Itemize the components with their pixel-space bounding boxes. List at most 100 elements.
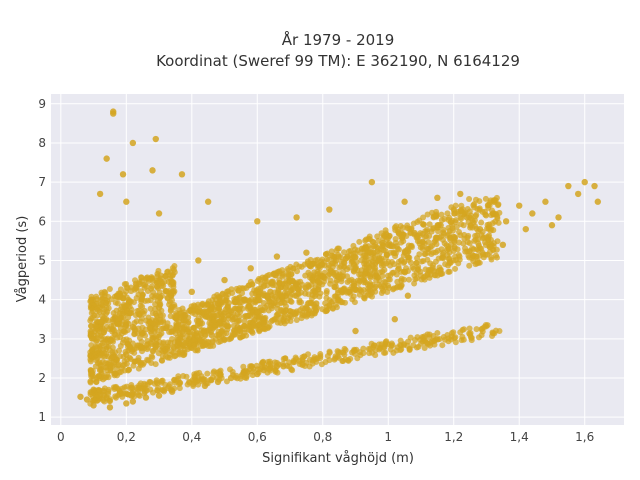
data-point-fill: [123, 280, 130, 287]
data-point-fill: [393, 271, 400, 278]
data-point-fill: [424, 226, 431, 233]
data-point-fill: [306, 271, 313, 278]
data-point-fill: [148, 283, 155, 290]
data-point-fill: [208, 321, 215, 328]
data-point-fill: [405, 254, 412, 261]
data-point-fill: [171, 302, 178, 309]
data-point-fill: [432, 258, 439, 265]
data-point-fill: [139, 361, 146, 368]
data-point-fill: [378, 230, 385, 237]
data-point-fill: [352, 254, 359, 261]
data-point-fill: [231, 314, 238, 321]
y-tick-label: 5: [38, 253, 46, 267]
data-point-fill: [387, 346, 394, 353]
data-point-fill: [223, 323, 230, 330]
data-point: [106, 404, 114, 411]
data-point: [149, 167, 156, 174]
data-point-fill: [107, 367, 114, 374]
data-point-fill: [155, 280, 162, 287]
data-point-fill: [294, 285, 301, 292]
data-point-fill: [103, 364, 110, 371]
data-point-fill: [274, 301, 281, 308]
data-point-fill: [455, 260, 462, 267]
data-point-fill: [93, 337, 100, 344]
data-point: [110, 316, 117, 323]
data-point-fill: [262, 304, 269, 311]
data-point: [123, 198, 130, 205]
data-point-fill: [478, 219, 485, 226]
data-point-fill: [222, 306, 229, 313]
data-point-fill: [113, 307, 120, 314]
data-point-fill: [94, 312, 101, 319]
data-point-fill: [169, 278, 176, 285]
data-point-fill: [299, 281, 306, 288]
data-point-fill: [161, 386, 168, 393]
data-point-fill: [397, 284, 404, 291]
data-point-fill: [382, 279, 389, 286]
data-point-fill: [420, 214, 427, 221]
data-point: [123, 400, 130, 407]
data-point-fill: [92, 363, 99, 370]
data-point-fill: [138, 344, 145, 351]
data-point-fill: [158, 325, 165, 332]
data-point-fill: [136, 310, 143, 317]
data-point-fill: [316, 265, 323, 272]
data-point: [529, 210, 536, 217]
data-point-fill: [426, 221, 433, 228]
data-point-fill: [475, 259, 482, 266]
data-point-fill: [236, 294, 243, 301]
data-point: [267, 288, 274, 296]
data-point-fill: [272, 272, 279, 279]
data-point-fill: [221, 336, 228, 343]
data-point: [463, 214, 471, 221]
chart-title-line-2: Koordinat (Sweref 99 TM): E 362190, N 61…: [156, 52, 520, 70]
data-point: [155, 392, 163, 399]
data-point-fill: [370, 249, 377, 256]
data-point-fill: [223, 378, 230, 385]
data-point-fill: [348, 259, 355, 266]
data-point-fill: [486, 202, 493, 209]
data-point-fill: [133, 318, 140, 325]
data-point: [555, 214, 562, 221]
data-point-fill: [332, 301, 339, 308]
data-point: [129, 398, 137, 405]
data-point-fill: [116, 361, 123, 368]
data-point-fill: [123, 302, 130, 309]
data-point-fill: [493, 246, 500, 253]
data-point-fill: [293, 317, 300, 324]
data-point-fill: [479, 325, 486, 332]
data-point-fill: [248, 296, 255, 303]
data-point-fill: [127, 356, 134, 363]
data-point-fill: [281, 311, 288, 318]
data-point-fill: [153, 343, 160, 350]
data-point-fill: [285, 273, 292, 280]
data-point: [457, 190, 464, 198]
data-point: [96, 366, 104, 374]
data-point: [476, 225, 484, 233]
data-point-fill: [189, 309, 196, 316]
data-point-fill: [206, 306, 213, 313]
data-point: [254, 218, 261, 225]
data-point-fill: [134, 330, 141, 337]
data-point-fill: [276, 279, 283, 286]
y-tick-label: 8: [38, 136, 46, 150]
data-point-fill: [243, 332, 250, 339]
data-point-fill: [305, 291, 312, 298]
data-point-fill: [88, 330, 95, 337]
data-point-fill: [374, 233, 381, 240]
data-point-fill: [108, 296, 115, 303]
data-point-fill: [422, 273, 429, 280]
data-point-fill: [136, 335, 143, 342]
data-point-fill: [128, 288, 135, 295]
data-point-fill: [216, 334, 223, 341]
data-point-fill: [197, 337, 204, 344]
data-point-fill: [100, 376, 107, 383]
data-point-fill: [98, 289, 105, 296]
data-point-fill: [326, 348, 333, 355]
data-point-fill: [358, 257, 365, 264]
data-point-fill: [442, 261, 449, 268]
data-point-fill: [128, 306, 135, 313]
data-point-fill: [341, 249, 348, 256]
data-point: [499, 241, 507, 249]
data-point-fill: [216, 320, 223, 327]
